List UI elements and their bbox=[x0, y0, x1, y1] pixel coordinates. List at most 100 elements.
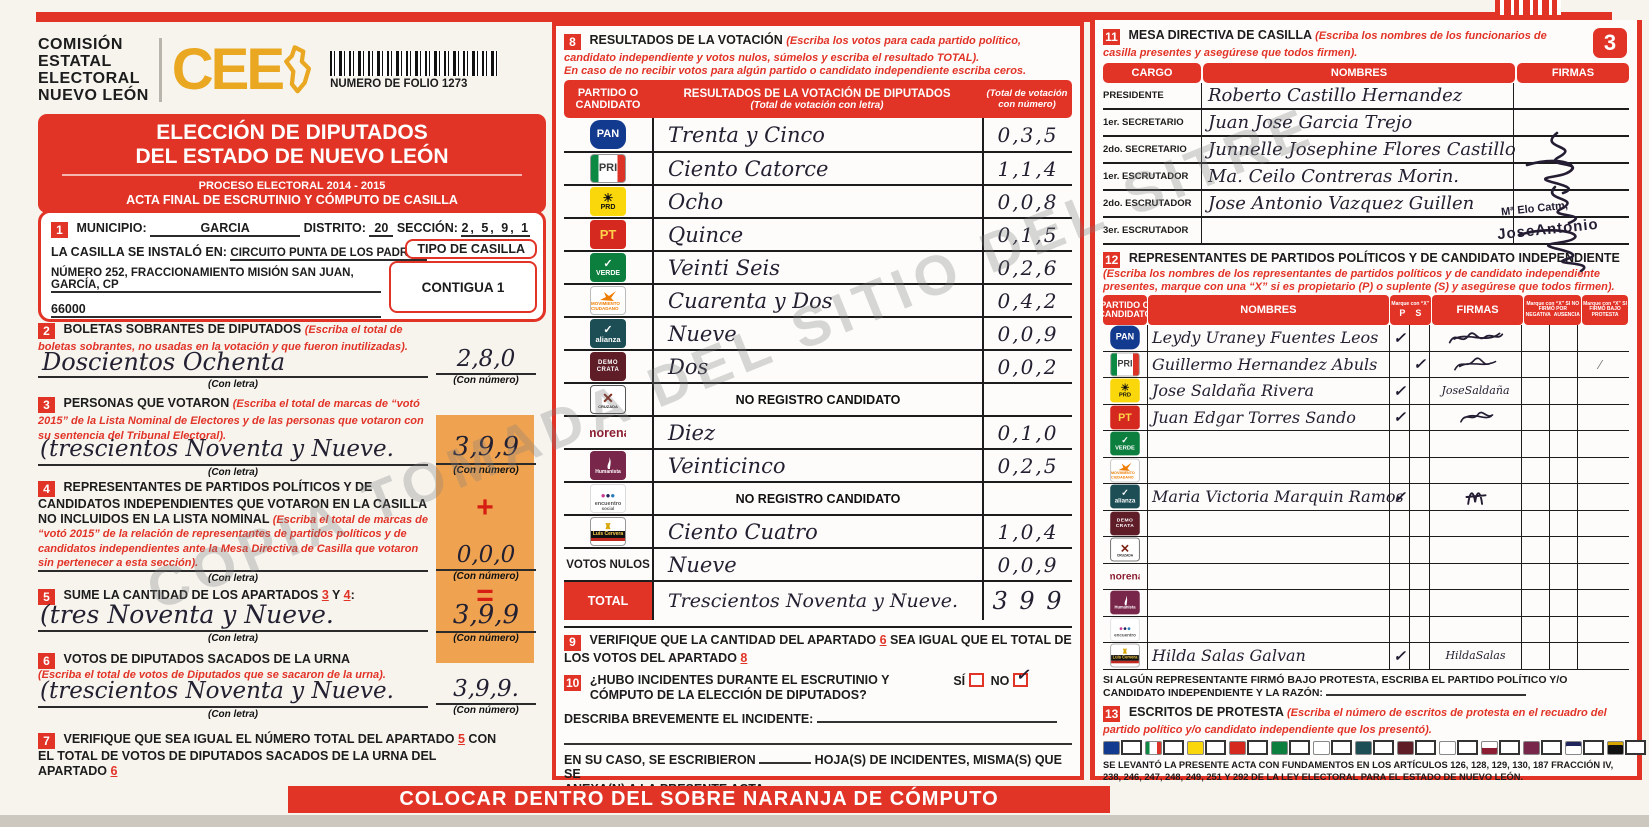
section-11-instructions: (Escriba los nombres de los funcionarios… bbox=[1103, 30, 1547, 60]
votos-nulos-label: VOTOS NULOS bbox=[566, 558, 650, 571]
section-7-badge: 7 bbox=[38, 733, 55, 750]
rep-row-verde: ✓ VERDE bbox=[1103, 431, 1629, 458]
results-row-pt: PT Quince 0,1,5 bbox=[564, 217, 1072, 251]
signature-scribble bbox=[1459, 412, 1493, 423]
section-4-badge: 4 bbox=[38, 481, 55, 498]
col-firmas: FIRMAS bbox=[1517, 62, 1629, 83]
rep-row-mc: MOVIMIENTO CIUDADANO bbox=[1103, 457, 1629, 484]
section-7-verificacion: 7 VERIFIQUE QUE SEA IGUAL EL NÚMERO TOTA… bbox=[38, 732, 497, 778]
rep-row-prd: ☀ PRD Jose Saldaña Rivera ✓ JoseSaldaña bbox=[1103, 378, 1629, 405]
verde-votes-number: 0,2,6 bbox=[982, 252, 1072, 284]
movimiento-ciudadano-logo-icon: MOVIMIENTO CIUDADANO bbox=[590, 286, 626, 316]
encuentro-social-logo-icon: ●●● encuentro bbox=[1110, 617, 1140, 642]
proceso-electoral: PROCESO ELECTORAL 2014 - 2015 bbox=[198, 180, 386, 192]
election-title-box: ELECCIÓN DE DIPUTADOS DEL ESTADO DE NUEV… bbox=[38, 114, 546, 213]
section-5-badge: 5 bbox=[38, 589, 55, 606]
signature-scribble bbox=[1448, 332, 1503, 344]
boletas-sobrantes-numero: 2,8,0 (Con número) bbox=[436, 346, 536, 386]
results-row-mc: MOVIMIENTO CIUDADANO Cuarenta y Dos 0,4,… bbox=[564, 283, 1072, 317]
humanista-votes-number: 0,2,5 bbox=[982, 450, 1072, 482]
section-13-badge: 13 bbox=[1103, 705, 1121, 722]
tipo-casilla-label: TIPO DE CASILLA bbox=[405, 239, 537, 259]
personas-votaron-letra: (trescientos Noventa y Nueve. bbox=[40, 436, 394, 462]
secretario2-nombre: Junnelle Josephine Flores Castillo bbox=[1201, 136, 1516, 162]
describe-incidente: DESCRIBA BREVEMENTE EL INCIDENTE: bbox=[564, 712, 1072, 727]
protest-box-mc bbox=[1313, 740, 1352, 756]
tipo-casilla-value: CONTIGUA 1 bbox=[389, 261, 537, 313]
morena-votes-words: Diez bbox=[652, 417, 982, 449]
col-resultados: RESULTADOS DE LA VOTACIÓN DE DIPUTADOS bbox=[683, 87, 951, 100]
pan-votes-number: 0,3,5 bbox=[982, 118, 1072, 152]
section-12-badge: 12 bbox=[1103, 252, 1121, 268]
nulos-votes-number: 0,0,9 bbox=[982, 549, 1072, 581]
democrata-votes-words: Dos bbox=[652, 351, 982, 383]
results-row-humanista: Humanista Veinticinco 0,2,5 bbox=[564, 448, 1072, 482]
section-8-badge: 8 bbox=[564, 34, 581, 51]
protest-box-encuentro bbox=[1565, 740, 1604, 756]
section-10-badge: 10 bbox=[564, 675, 582, 692]
distrito-label: DISTRITO: bbox=[303, 221, 366, 235]
section-12-instructions: (Escriba los nombres de los representant… bbox=[1103, 268, 1615, 293]
address-line3: 66000 bbox=[51, 302, 381, 318]
protest-box-democrata bbox=[1397, 740, 1436, 756]
na-votes-number: 0,0,9 bbox=[982, 318, 1072, 350]
section-2-badge: 2 bbox=[38, 323, 55, 340]
encuentro-no-registro: NO REGISTRO CANDIDATO bbox=[652, 483, 982, 515]
pan-logo-icon: PAN bbox=[1110, 325, 1140, 350]
results-row-encuentro: ●●● encuentro social NO REGISTRO CANDIDAT… bbox=[564, 481, 1072, 515]
total-votes-number: 3 9 9 bbox=[982, 582, 1072, 621]
pt-votes-words: Quince bbox=[652, 219, 982, 251]
total-label: TOTAL bbox=[564, 582, 652, 621]
cruzada-no-registro: NO REGISTRO CANDIDATO bbox=[652, 384, 982, 416]
municipio-value: GARCIA bbox=[150, 221, 301, 237]
left-column: COMISIÓN ESTATAL ELECTORAL NUEVO LEÓN CE… bbox=[38, 18, 546, 788]
incident-blank-2 bbox=[564, 742, 1072, 745]
section-2-boletas-sobrantes: 2 BOLETAS SOBRANTES DE DIPUTADOS (Escrib… bbox=[38, 322, 546, 394]
col-nombres: NOMBRES bbox=[1203, 62, 1515, 83]
humanista-logo-icon: Humanista bbox=[1110, 590, 1140, 615]
morena-logo-icon: morena bbox=[590, 425, 626, 440]
plus-sign: + bbox=[476, 491, 494, 524]
results-row-pan: PAN Trenta y Cinco 0,3,5 bbox=[564, 118, 1072, 152]
hojas-blank bbox=[759, 761, 812, 764]
cervera-votes-words: Ciento Cuatro bbox=[652, 516, 982, 548]
section-3-badge: 3 bbox=[38, 397, 55, 414]
si-checkbox bbox=[968, 673, 984, 687]
presidente-nombre: Roberto Castillo Hernandez bbox=[1201, 82, 1513, 108]
mc-votes-number: 0,4,2 bbox=[982, 285, 1072, 317]
prd-rep-nombre: Jose Saldaña Rivera bbox=[1147, 378, 1389, 404]
suma-numero: 3,9,9 (Con número) bbox=[436, 600, 536, 644]
section-13-instructions: (Escriba el número de escritos de protes… bbox=[1103, 706, 1607, 736]
section-12-title: REPRESENTANTES DE PARTIDOS POLÍTICOS Y D… bbox=[1128, 250, 1620, 265]
scan-edge bbox=[0, 815, 1649, 827]
pri-votes-words: Ciento Catorce bbox=[652, 153, 982, 185]
section-12-header: 12 REPRESENTANTES DE PARTIDOS POLÍTICOS … bbox=[1103, 251, 1629, 293]
nueva-alianza-logo-icon: ✓ alianza bbox=[590, 319, 626, 349]
votos-urna-numero: 3,9,9. (Con número) bbox=[436, 676, 536, 716]
section-10-incidentes: 10 ¿HUBO INCIDENTES DURANTE EL ESCRUTINI… bbox=[564, 667, 1072, 702]
na-votes-words: Nueve bbox=[652, 318, 982, 350]
rep-row-nueva-alianza: ✓ alianza Maria Victoria Marquin Ramos ✓ bbox=[1103, 484, 1629, 511]
prd-logo-icon: ☀ PRD bbox=[1110, 378, 1140, 403]
folio-block: NUMERO DE FOLIO 1273 bbox=[330, 50, 499, 90]
protest-box-morena bbox=[1481, 740, 1520, 756]
cervera-rep-firma: HildaSalas bbox=[1429, 643, 1521, 669]
section-3-personas-votaron: 3 PERSONAS QUE VOTARON (Escriba el total… bbox=[38, 396, 546, 478]
results-row-verde: ✓ VERDE Veinti Seis 0,2,6 bbox=[564, 250, 1072, 284]
encuentro-social-logo-icon: ●●● encuentro social bbox=[590, 484, 626, 514]
section-9-verificacion: 9 VERIFIQUE QUE LA CANTIDAD DEL APARTADO… bbox=[564, 626, 1072, 665]
section-13-header: 13 ESCRITOS DE PROTESTA (Escriba el núme… bbox=[1103, 705, 1629, 737]
protest-box-alianza bbox=[1355, 740, 1394, 756]
mesa-table-header: CARGO NOMBRES FIRMAS bbox=[1103, 62, 1629, 83]
stray-mark: ∕ bbox=[1577, 351, 1623, 377]
installed-label: LA CASILLA SE INSTALÓ EN: bbox=[51, 245, 227, 259]
section-13-title: ESCRITOS DE PROTESTA bbox=[1128, 704, 1284, 719]
barcode bbox=[330, 50, 499, 76]
seccion-value: 2, 5, 9, 1 bbox=[461, 221, 531, 237]
personas-votaron-numero: 3,9,9 (Con número) bbox=[436, 432, 536, 476]
results-row-prd: ☀ PRD Ocho 0,0,8 bbox=[564, 184, 1072, 218]
pri-logo-icon: PRI bbox=[590, 154, 626, 184]
democrata-logo-icon: DEMO CRATA bbox=[1110, 511, 1140, 536]
results-table-header: PARTIDO O CANDIDATO RESULTADOS DE LA VOT… bbox=[564, 80, 1072, 119]
middle-column-results: 8 RESULTADOS DE LA VOTACIÓN (Escriba los… bbox=[552, 22, 1084, 796]
